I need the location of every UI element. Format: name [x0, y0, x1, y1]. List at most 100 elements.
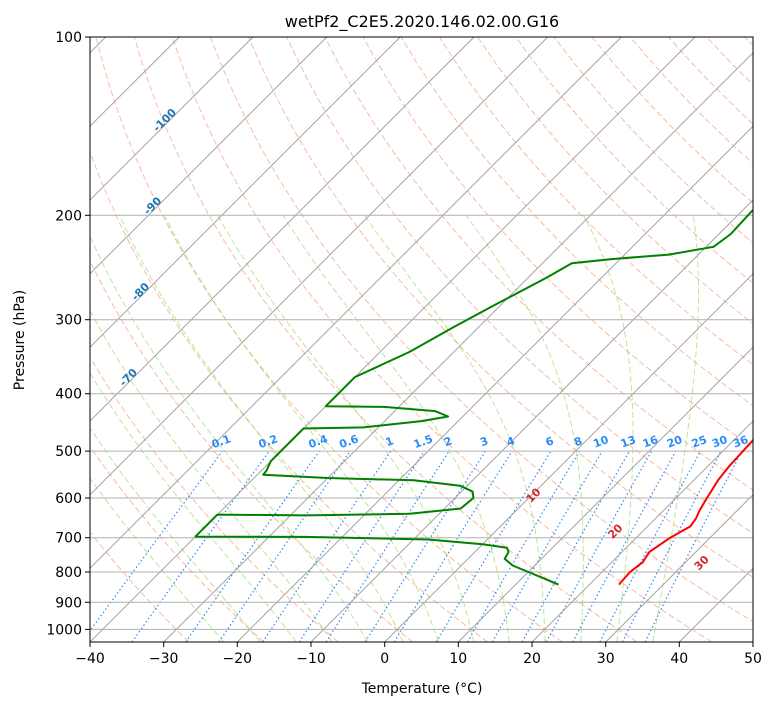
x-tick-label: 20 — [523, 651, 541, 667]
moist-adiabat-line — [119, 215, 404, 642]
isotherm-line — [752, 641, 753, 642]
isotherm-line — [90, 37, 401, 348]
mixing-ratio-label: 25 — [690, 433, 709, 450]
mixing-ratio-label: 6 — [544, 434, 556, 449]
y-tick-label: 700 — [55, 531, 82, 547]
mixing-ratio-label: 20 — [665, 433, 684, 451]
mixing-ratio-label: 1 — [384, 434, 396, 449]
dry-adiabat-line — [515, 37, 753, 284]
mixing-ratio-line — [262, 450, 392, 642]
moist-adiabat-line — [90, 309, 333, 642]
background-lines — [90, 37, 753, 642]
x-tick-label: 50 — [744, 651, 762, 667]
mixing-ratio-line — [131, 450, 270, 642]
x-tick-label: 0 — [380, 651, 389, 667]
dry-adiabat-line — [90, 150, 488, 642]
x-tick-label: −20 — [223, 651, 253, 667]
moist-adiabat-line — [465, 215, 584, 642]
dry-adiabat-line — [438, 37, 753, 366]
moist-adiabat-line — [583, 215, 634, 642]
mixing-ratio-label: 13 — [619, 433, 638, 450]
dry-adiabat-line — [90, 531, 190, 642]
pressure-gridlines — [90, 37, 753, 630]
plot-frame — [89, 36, 754, 643]
isotherm-line — [310, 199, 753, 642]
mixing-ratio-line — [545, 450, 653, 642]
mixing-ratio-line — [90, 450, 223, 632]
isotherm-line — [90, 37, 696, 642]
moist-adiabat-line — [90, 371, 297, 642]
mixing-ratio-label: 10 — [591, 433, 610, 451]
dry-adiabat-line — [90, 356, 339, 642]
moist-adiabat-line — [90, 427, 261, 642]
y-tick-label: 500 — [55, 444, 82, 460]
mixing-ratio-label: 0.6 — [338, 432, 361, 451]
x-axis: −40 −30 −20 −10 0 10 20 30 40 50 — [75, 642, 762, 667]
dry-adiabat-line — [210, 37, 753, 623]
isotherm-line — [384, 273, 753, 642]
mixing-ratio-line — [393, 450, 513, 642]
y-tick-label: 600 — [55, 491, 82, 507]
isotherm-line — [457, 346, 753, 642]
y-tick-label: 200 — [55, 208, 82, 224]
y-tick-label: 400 — [55, 387, 82, 403]
isotherm-line — [90, 37, 549, 496]
plot-background — [90, 37, 753, 642]
mixing-ratio-label: 30 — [710, 433, 729, 451]
mixing-ratio-line — [644, 450, 743, 642]
x-tick-label: 40 — [670, 651, 688, 667]
isotherm-line — [236, 125, 753, 642]
isotherm-line — [90, 37, 622, 569]
mixing-ratio-line — [572, 450, 677, 642]
x-tick-label: −30 — [149, 651, 179, 667]
dry-adiabat-line — [248, 37, 753, 578]
moist-adiabat-line — [652, 215, 699, 642]
moist-adiabat-line — [217, 215, 475, 642]
y-axis: 100 200 300 400 500 600 700 800 900 1000 — [46, 30, 90, 638]
moist-adiabat-line — [163, 215, 439, 642]
y-tick-label: 300 — [55, 313, 82, 329]
moist-adiabat-line — [90, 477, 225, 642]
x-tick-label: −40 — [75, 651, 105, 667]
x-tick-label: 30 — [597, 651, 615, 667]
dry-adiabat-line — [400, 37, 753, 407]
dry-adiabat-line — [171, 37, 712, 642]
mixing-ratio-label: 0.4 — [307, 432, 330, 451]
y-tick-label: 100 — [55, 30, 82, 46]
x-tick-label: 10 — [449, 651, 467, 667]
temperature-profile-line — [618, 438, 753, 586]
mixing-ratio-line — [185, 450, 320, 642]
dry-adiabat-line — [133, 37, 638, 642]
x-tick-label: −10 — [296, 651, 326, 667]
mixing-ratio-line — [298, 450, 425, 642]
moist-adiabat-line — [282, 215, 510, 642]
y-tick-label: 900 — [55, 595, 82, 611]
mixing-ratio-label: 2 — [442, 434, 454, 449]
mixing-ratio-label: 1.5 — [412, 432, 435, 451]
mixing-ratio-label: 0.1 — [210, 432, 233, 451]
mixing-ratio-line — [325, 450, 450, 642]
isotherm-line — [605, 494, 753, 642]
dewpoint-profile-line — [194, 208, 753, 586]
isotherm-line — [163, 52, 753, 642]
mixing-ratio-label: 0.2 — [257, 432, 280, 451]
dry-adiabat-line — [95, 37, 563, 642]
isotherm-line — [531, 420, 753, 642]
mixing-ratio-label: 36 — [731, 433, 750, 451]
moist-adiabat-line — [90, 235, 369, 642]
mixing-ratio-label: 8 — [572, 434, 584, 449]
x-axis-label: Temperature (°C) — [361, 681, 483, 697]
y-tick-label: 800 — [55, 565, 82, 581]
sounding-profiles — [194, 208, 753, 586]
mixing-ratio-label: 16 — [641, 433, 660, 451]
mixing-ratio-line — [521, 450, 631, 642]
mixing-ratio-label: 3 — [478, 434, 490, 449]
isotherm-line — [90, 37, 328, 275]
chart-title: wetPf2_C2E5.2020.146.02.00.G16 — [285, 12, 559, 32]
y-tick-label: 1000 — [46, 622, 82, 638]
dry-adiabat-line — [90, 445, 264, 642]
isotherm-line — [90, 37, 475, 422]
moist-adiabat-line — [364, 215, 546, 642]
mixing-ratio-label: 4 — [505, 434, 517, 449]
